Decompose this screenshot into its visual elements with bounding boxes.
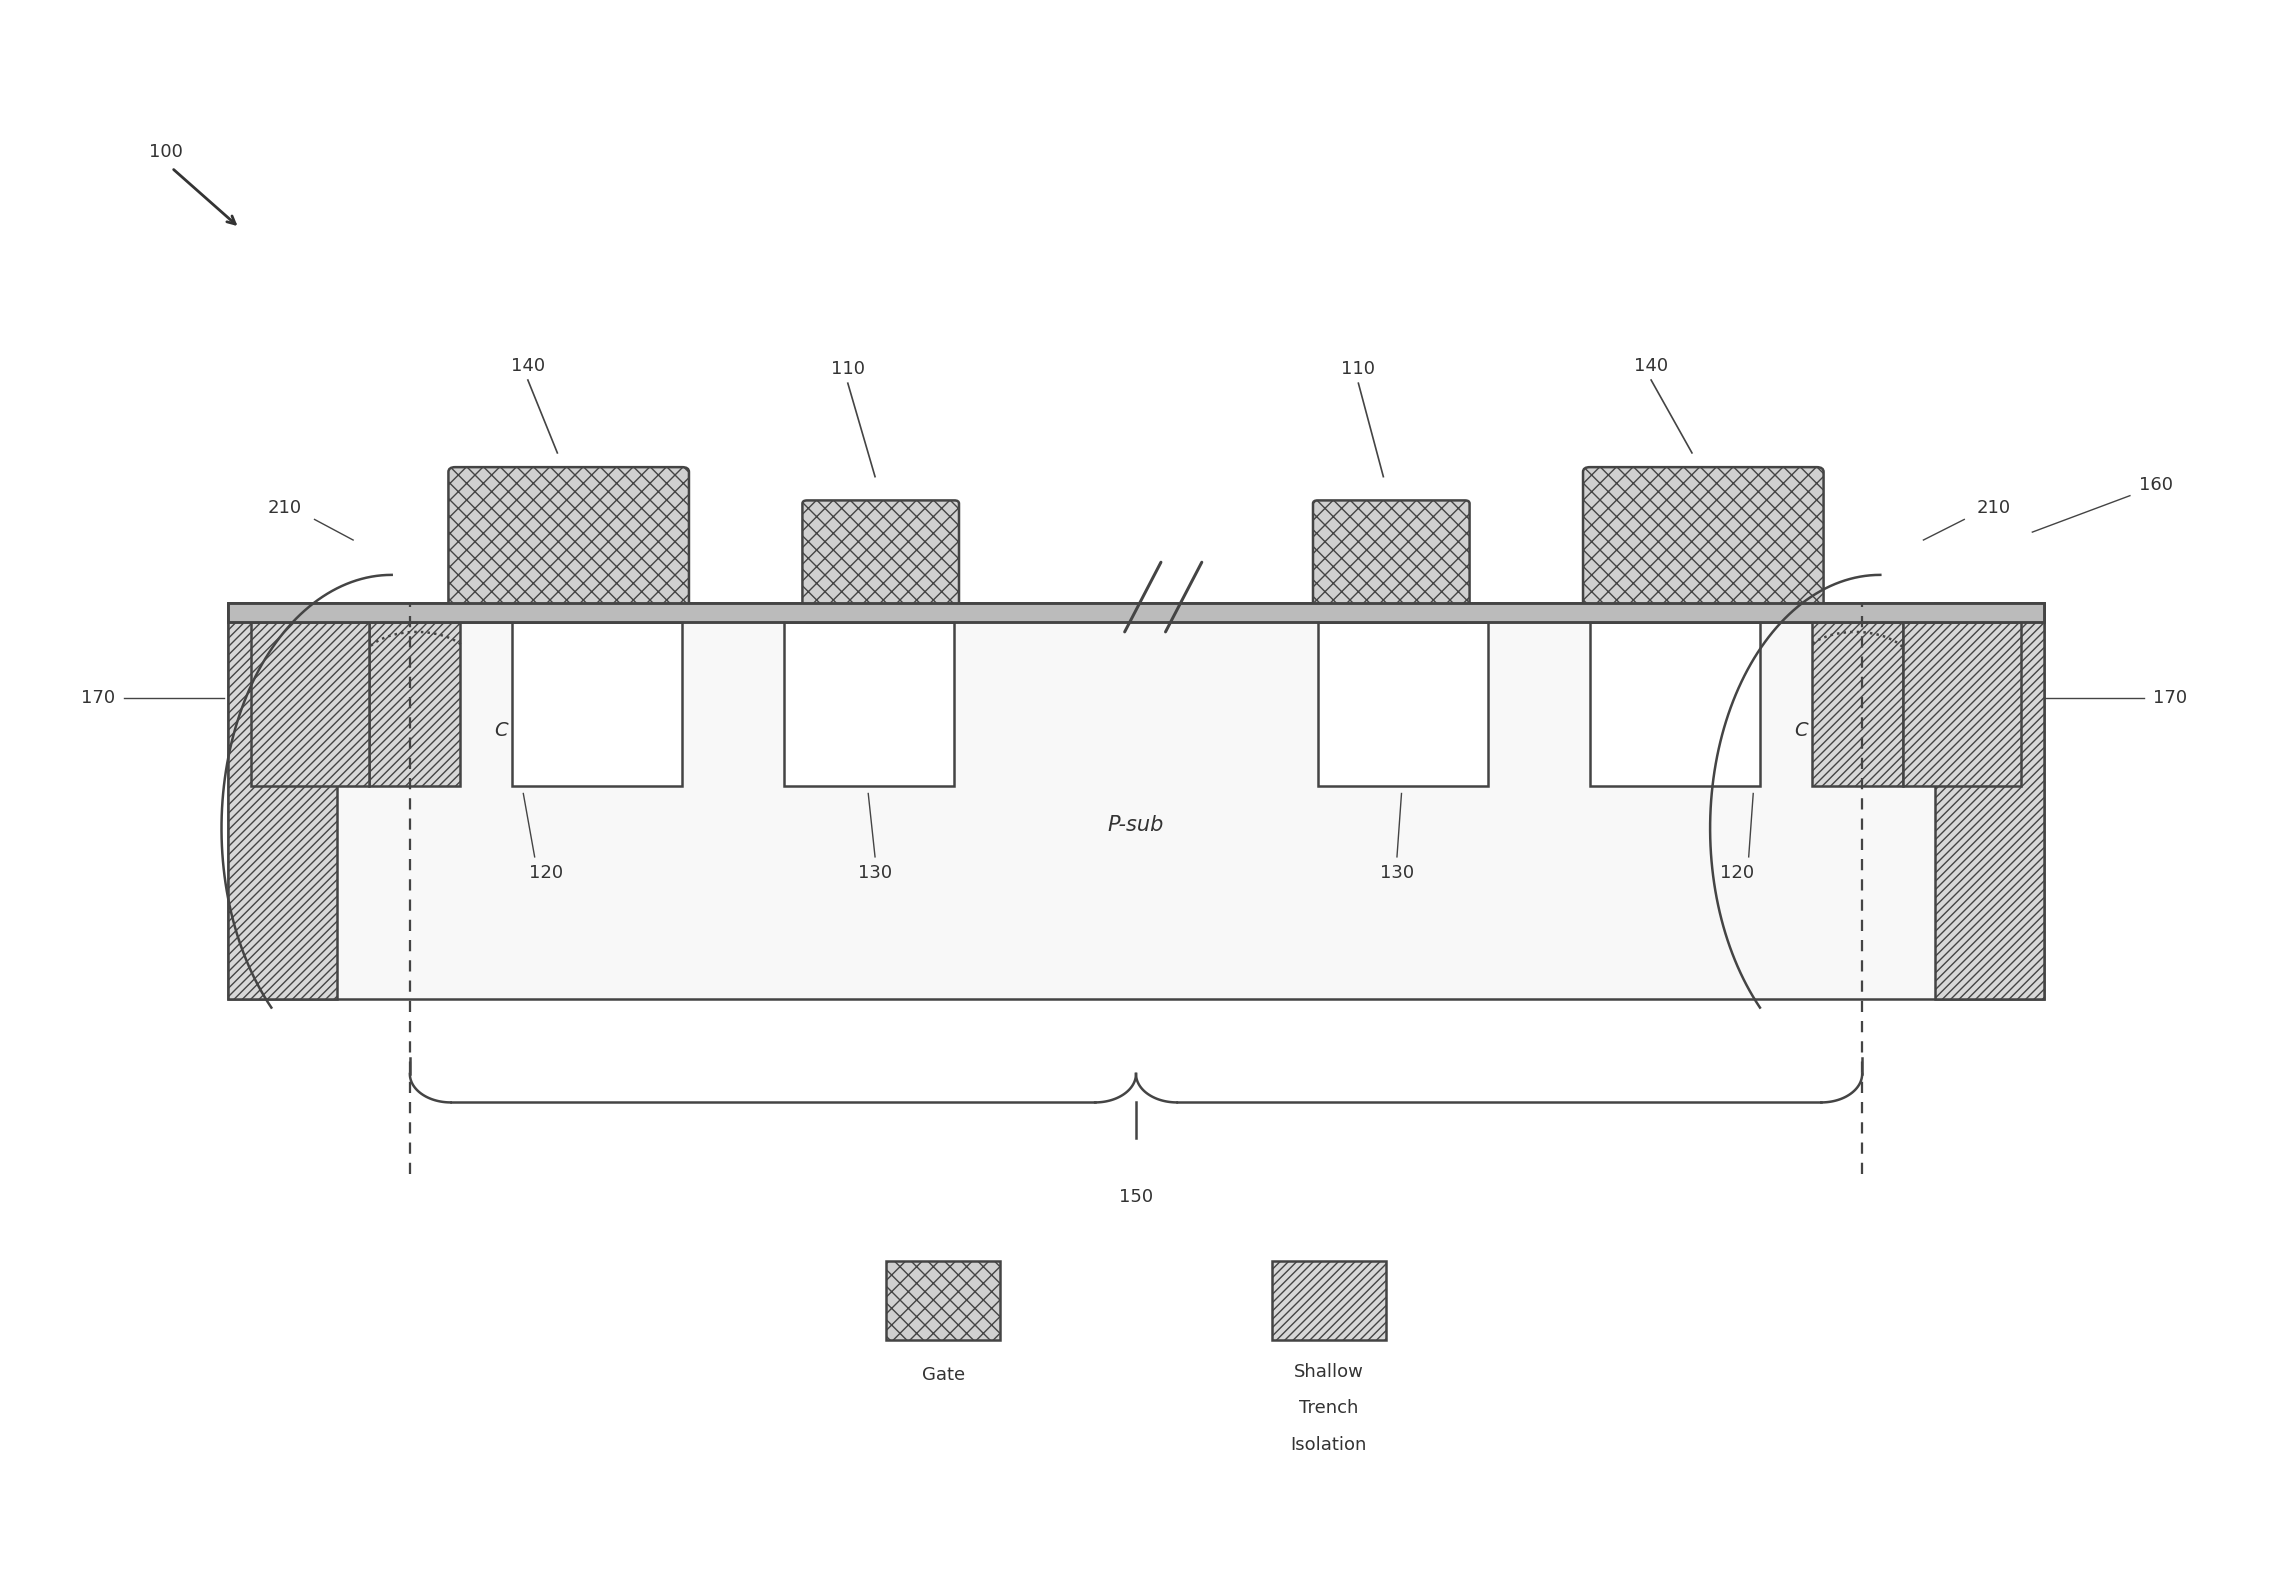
Text: Trench: Trench [1300, 1400, 1359, 1417]
Text: $P^+$: $P^+$ [1993, 694, 2022, 714]
Text: Isolation: Isolation [1290, 1436, 1368, 1454]
Text: 110: 110 [1340, 360, 1375, 378]
Bar [227, 603, 2045, 622]
Bar [1904, 622, 2022, 786]
Text: Gate: Gate [922, 1366, 966, 1384]
Bar [368, 622, 459, 786]
Bar [250, 622, 368, 786]
Text: 150: 150 [1118, 1189, 1154, 1206]
Bar [1318, 608, 1465, 622]
Text: $N^+$: $N^+$ [1388, 694, 1418, 714]
Bar [1318, 622, 1488, 786]
Bar [1813, 622, 1904, 786]
Text: 130: 130 [1379, 863, 1413, 882]
Text: 110: 110 [832, 360, 866, 378]
Bar [886, 1260, 1000, 1339]
Bar [784, 622, 954, 786]
Bar [227, 603, 336, 1000]
Text: 140: 140 [1634, 357, 1668, 375]
Bar [227, 603, 2045, 622]
Text: 120: 120 [529, 863, 563, 882]
FancyBboxPatch shape [448, 467, 688, 613]
Bar [807, 608, 954, 622]
Text: $P^+$: $P^+$ [341, 694, 370, 714]
Text: C: C [1795, 720, 1809, 740]
Text: $N^+$: $N^+$ [854, 694, 884, 714]
Bar [227, 603, 2045, 622]
Bar [227, 603, 2045, 622]
Bar [227, 603, 2045, 1000]
Text: P-sub: P-sub [1109, 816, 1163, 835]
Text: 100: 100 [150, 143, 182, 160]
Text: 130: 130 [859, 863, 893, 882]
Text: 170: 170 [82, 689, 116, 708]
Text: 120: 120 [1720, 863, 1754, 882]
FancyBboxPatch shape [802, 500, 959, 611]
Bar [1590, 622, 1761, 786]
Bar [1936, 603, 2045, 1000]
Text: Shallow: Shallow [1295, 1363, 1363, 1381]
FancyBboxPatch shape [1313, 500, 1470, 611]
Text: 140: 140 [511, 357, 545, 375]
FancyBboxPatch shape [1584, 467, 1824, 613]
Text: 210: 210 [1977, 500, 2011, 517]
Bar [1590, 608, 1818, 622]
Bar [511, 622, 682, 786]
Text: C: C [493, 720, 507, 740]
Text: $N^+$: $N^+$ [582, 694, 613, 714]
Bar [454, 608, 682, 622]
Text: $N^+$: $N^+$ [1659, 694, 1690, 714]
Text: 170: 170 [2152, 689, 2186, 708]
Bar [1272, 1260, 1386, 1339]
Text: 210: 210 [268, 500, 302, 517]
Text: 160: 160 [2138, 476, 2172, 494]
